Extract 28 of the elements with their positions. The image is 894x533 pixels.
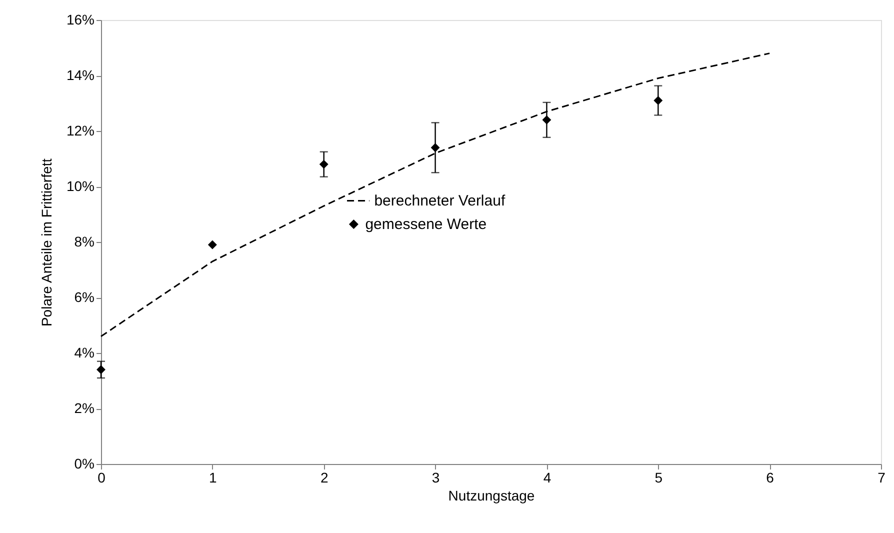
y-tick-label: 12% (66, 122, 94, 138)
point (208, 240, 217, 250)
legend-label: berechneter Verlauf (374, 192, 506, 210)
x-tick-label: 6 (766, 470, 774, 486)
point (319, 160, 328, 169)
point (430, 143, 440, 152)
y-tick-label: 4% (74, 344, 94, 360)
point (96, 365, 106, 374)
x-tick-label: 5 (654, 470, 663, 486)
y-tick-label: 2% (74, 400, 94, 416)
point (542, 115, 552, 124)
x-tick-label: 7 (878, 470, 886, 486)
y-axis-title: Polare Anteile im Frittierfett (38, 158, 54, 327)
y-tick-label: 14% (66, 67, 94, 83)
y-tick-label: 0% (74, 456, 94, 472)
y-tick-label: 6% (74, 289, 94, 305)
x-tick-label: 2 (320, 470, 328, 486)
line-series (100, 52, 770, 338)
x-tick-label: 1 (209, 470, 218, 486)
x-tick-label: 4 (543, 470, 552, 486)
y-tick-label: 16% (66, 12, 94, 28)
legend-label: gemessene Werte (365, 216, 487, 234)
x-tick-label: 3 (432, 470, 440, 486)
x-tick-label: 0 (98, 470, 106, 486)
x-axis-title: Nutzungstage (448, 488, 535, 504)
point (654, 96, 663, 105)
y-tick-label: 10% (66, 178, 94, 194)
y-tick-label: 8% (74, 234, 94, 250)
